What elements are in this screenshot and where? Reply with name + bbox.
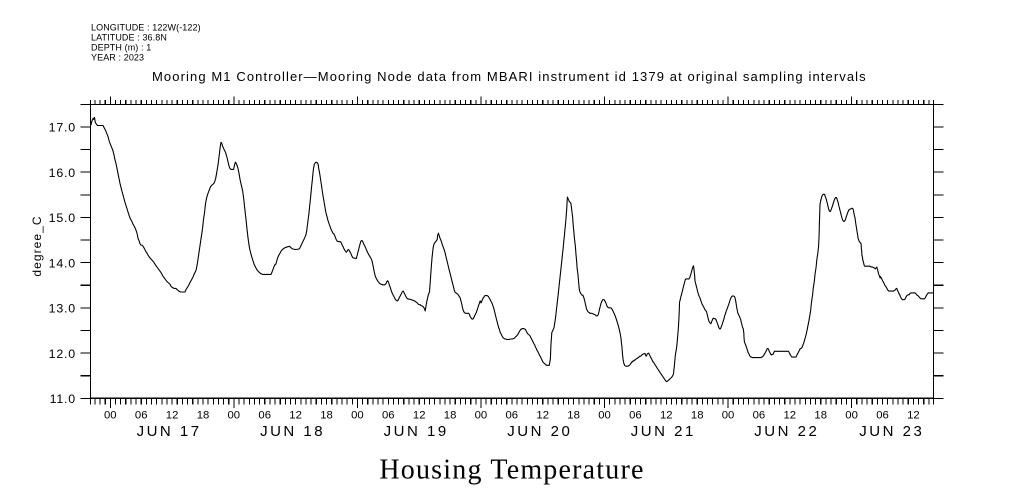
svg-text:06: 06 bbox=[258, 410, 271, 422]
svg-text:00: 00 bbox=[845, 410, 858, 422]
svg-text:JUN 23: JUN 23 bbox=[859, 423, 924, 440]
svg-text:12: 12 bbox=[536, 410, 549, 422]
svg-text:11.0: 11.0 bbox=[50, 392, 76, 406]
svg-text:JUN 19: JUN 19 bbox=[384, 423, 449, 440]
svg-text:06: 06 bbox=[629, 410, 642, 422]
svg-text:13.0: 13.0 bbox=[49, 302, 76, 316]
svg-text:06: 06 bbox=[382, 410, 395, 422]
svg-text:12: 12 bbox=[907, 410, 920, 422]
svg-text:LONGITUDE : 122W(-122): LONGITUDE : 122W(-122) bbox=[91, 22, 201, 32]
svg-text:JUN 21: JUN 21 bbox=[631, 423, 696, 440]
svg-text:JUN 22: JUN 22 bbox=[754, 423, 819, 440]
svg-text:JUN 18: JUN 18 bbox=[260, 423, 325, 440]
svg-text:12: 12 bbox=[413, 410, 426, 422]
svg-text:12: 12 bbox=[289, 410, 302, 422]
svg-text:12: 12 bbox=[166, 410, 179, 422]
svg-text:12: 12 bbox=[784, 410, 797, 422]
svg-text:06: 06 bbox=[753, 410, 766, 422]
svg-text:Mooring M1 Controller—Mooring: Mooring M1 Controller—Mooring Node data … bbox=[152, 69, 867, 84]
svg-text:Housing Temperature: Housing Temperature bbox=[379, 455, 644, 486]
svg-text:14.0: 14.0 bbox=[49, 256, 76, 270]
svg-text:06: 06 bbox=[135, 410, 148, 422]
svg-text:00: 00 bbox=[104, 410, 117, 422]
svg-text:18: 18 bbox=[197, 410, 210, 422]
svg-text:18: 18 bbox=[444, 410, 457, 422]
svg-text:06: 06 bbox=[506, 410, 519, 422]
svg-text:YEAR : 2023: YEAR : 2023 bbox=[91, 53, 144, 63]
svg-text:00: 00 bbox=[722, 410, 735, 422]
svg-text:00: 00 bbox=[351, 410, 364, 422]
svg-text:17.0: 17.0 bbox=[49, 121, 76, 135]
svg-text:00: 00 bbox=[598, 410, 611, 422]
svg-text:18: 18 bbox=[691, 410, 704, 422]
svg-text:JUN 17: JUN 17 bbox=[137, 423, 202, 440]
svg-text:00: 00 bbox=[228, 410, 241, 422]
svg-text:16.0: 16.0 bbox=[49, 166, 76, 180]
svg-text:DEPTH (m) : 1: DEPTH (m) : 1 bbox=[91, 43, 151, 53]
svg-text:18: 18 bbox=[320, 410, 333, 422]
svg-text:LATITUDE : 36.8N: LATITUDE : 36.8N bbox=[91, 32, 167, 42]
svg-text:06: 06 bbox=[876, 410, 889, 422]
svg-text:18: 18 bbox=[814, 410, 827, 422]
svg-text:12: 12 bbox=[660, 410, 673, 422]
svg-text:18: 18 bbox=[567, 410, 580, 422]
svg-text:JUN 20: JUN 20 bbox=[507, 423, 572, 440]
svg-text:12.0: 12.0 bbox=[49, 347, 76, 361]
svg-text:00: 00 bbox=[475, 410, 488, 422]
svg-text:degree_C: degree_C bbox=[30, 215, 44, 276]
svg-text:15.0: 15.0 bbox=[49, 211, 76, 225]
